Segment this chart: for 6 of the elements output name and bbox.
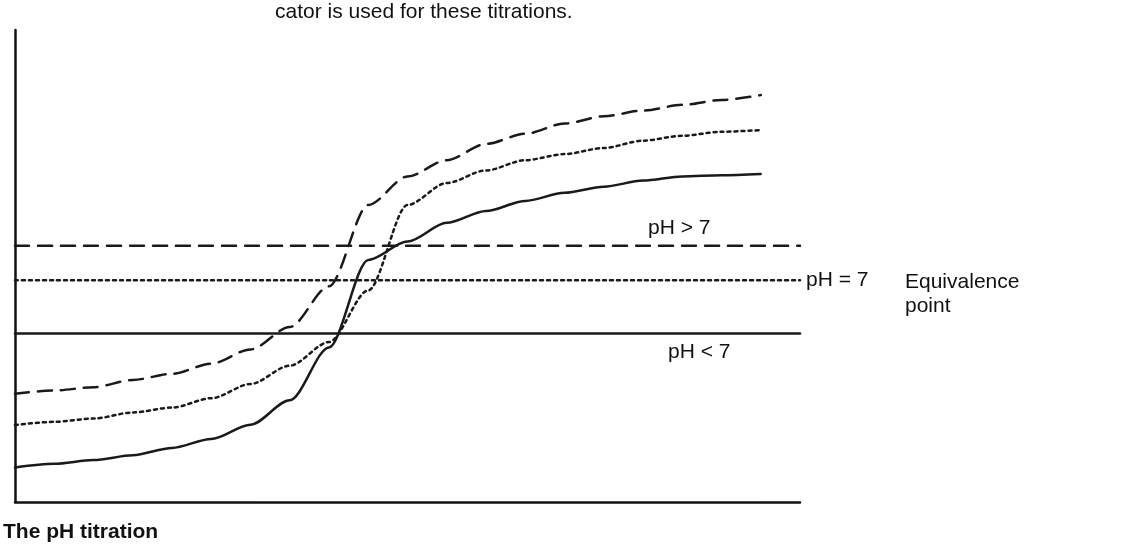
text: The pH titration — [3, 519, 159, 542]
text: cator is used for these titrations. — [275, 0, 573, 22]
annotation: pH < 7 — [668, 339, 731, 362]
annotation: pH > 7 — [648, 215, 711, 238]
text: pH = 7 — [806, 267, 869, 290]
text: Equivalence point — [905, 268, 1026, 316]
